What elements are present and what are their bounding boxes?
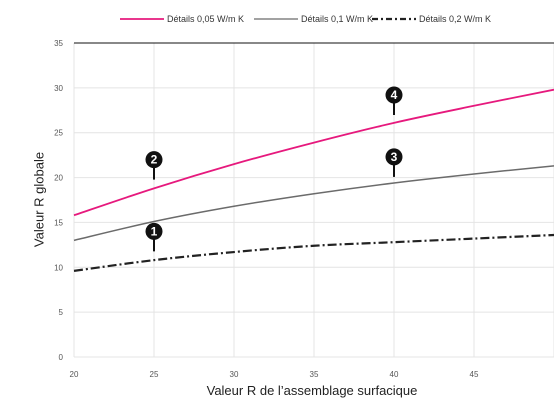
y-tick-label: 35 (54, 39, 63, 48)
annotation-circle (145, 151, 163, 169)
annotation-marker-4: 4 (385, 86, 403, 116)
y-tick-label: 20 (54, 174, 63, 183)
y-tick-label: 25 (54, 129, 63, 138)
annotation-label: 4 (391, 88, 398, 102)
x-tick-label: 35 (310, 370, 319, 379)
annotation-marker-2: 2 (145, 151, 163, 180)
annotations: 1 2 3 4 (145, 86, 403, 252)
legend-label: Détails 0,1 W/m K (301, 14, 374, 24)
annotation-circle (385, 86, 403, 104)
y-tick-label: 5 (59, 308, 64, 317)
series-line-1 (73, 88, 554, 217)
x-tick-label: 45 (470, 370, 479, 379)
y-tick-label: 0 (59, 353, 64, 362)
legend: Détails 0,05 W/m K Détails 0,1 W/m K Dét… (0, 14, 554, 30)
series-line-2 (73, 165, 554, 242)
legend-swatch (120, 18, 164, 20)
legend-item-series-3: Détails 0,2 W/m K (372, 14, 491, 24)
y-tick-label: 10 (54, 263, 63, 272)
legend-item-series-2: Détails 0,1 W/m K (254, 14, 373, 24)
x-tick-label: 30 (230, 370, 239, 379)
annotation-marker-3: 3 (385, 148, 403, 177)
x-tick-label: 40 (390, 370, 399, 379)
annotation-circle (145, 222, 163, 240)
grid (73, 42, 554, 358)
y-tick-label: 30 (54, 84, 63, 93)
annotation-label: 3 (391, 150, 398, 164)
y-axis-title: Valeur R globale (31, 151, 47, 248)
annotation-label: 1 (151, 224, 158, 238)
annotation-label: 2 (151, 153, 158, 167)
annotation-marker-1: 1 (145, 222, 163, 252)
y-tick-label: 15 (54, 218, 63, 227)
annotation-circle (385, 148, 403, 166)
legend-item-series-1: Détails 0,05 W/m K (120, 14, 244, 24)
series-line-3 (73, 233, 554, 272)
legend-swatch (254, 18, 298, 20)
tick-labels: 20 25 30 35 40 45 0 5 10 15 20 25 30 35 (54, 39, 479, 379)
series-lines (73, 88, 554, 272)
legend-label: Détails 0,05 W/m K (167, 14, 245, 24)
x-tick-label: 25 (150, 370, 159, 379)
x-tick-label: 20 (70, 370, 79, 379)
legend-label: Détails 0,2 W/m K (419, 14, 492, 24)
x-axis-title: Valeur R de l’assemblage surfacique (206, 383, 418, 398)
